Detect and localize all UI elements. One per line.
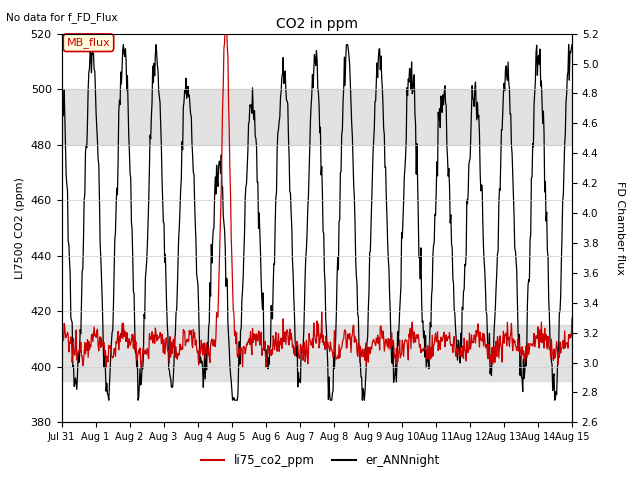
Text: No data for f_FD_Flux: No data for f_FD_Flux xyxy=(6,12,118,23)
Y-axis label: FD Chamber flux: FD Chamber flux xyxy=(615,181,625,275)
Legend: li75_co2_ppm, er_ANNnight: li75_co2_ppm, er_ANNnight xyxy=(196,449,444,472)
Text: MB_flux: MB_flux xyxy=(67,37,110,48)
Y-axis label: LI7500 CO2 (ppm): LI7500 CO2 (ppm) xyxy=(15,177,25,279)
Bar xyxy=(61,89,572,144)
Title: CO2 in ppm: CO2 in ppm xyxy=(276,17,358,31)
Bar xyxy=(61,325,572,381)
